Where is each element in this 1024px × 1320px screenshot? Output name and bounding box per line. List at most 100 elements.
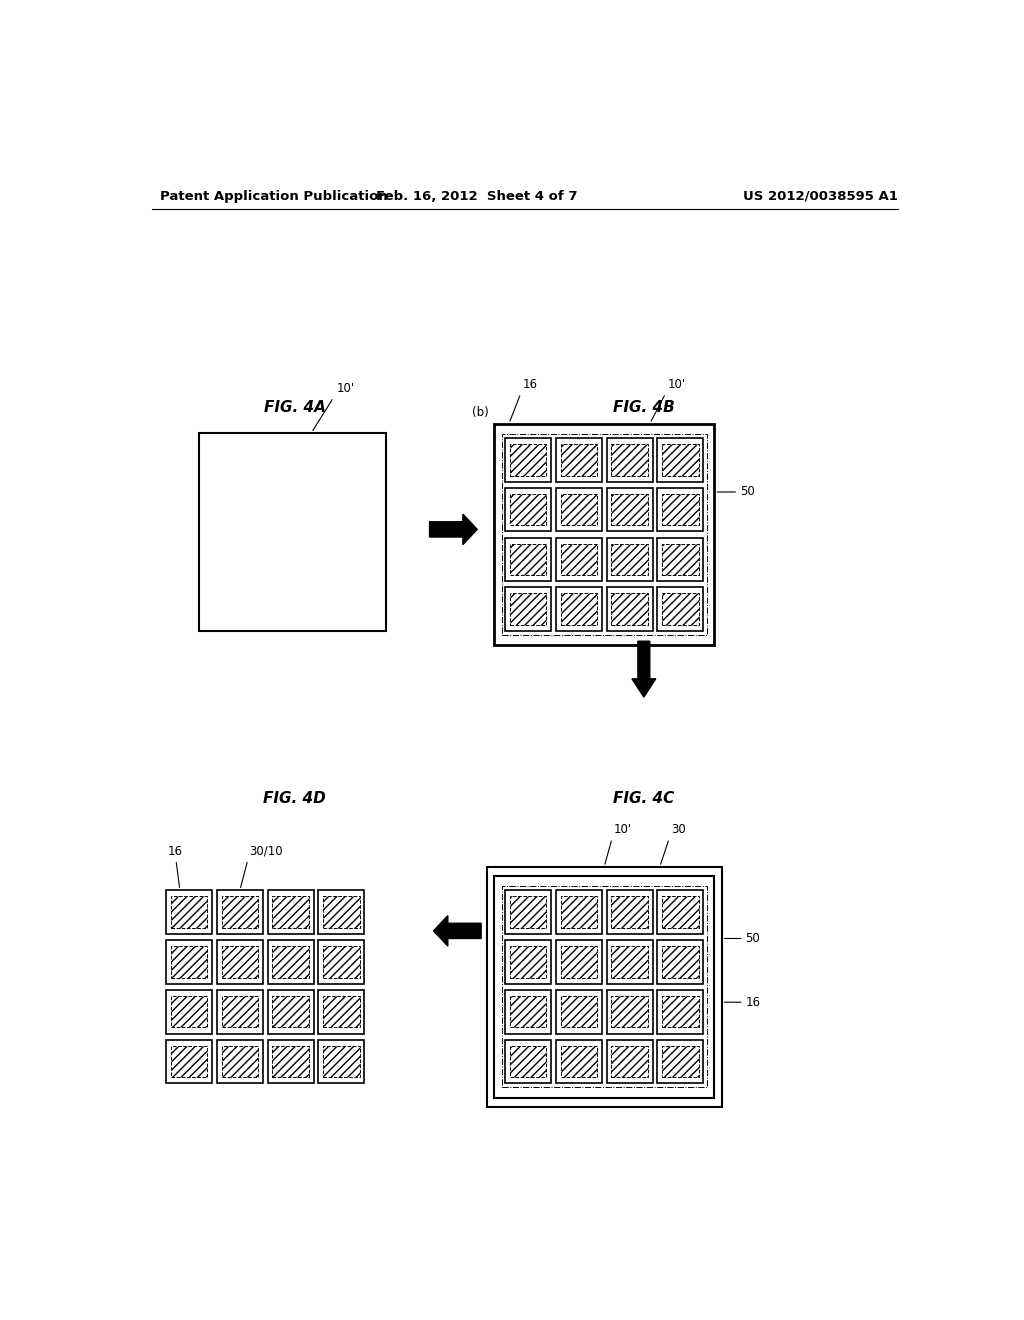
Bar [611, 896, 648, 928]
Bar [318, 940, 365, 983]
Bar [510, 946, 546, 978]
Bar [221, 1045, 258, 1077]
FancyArrow shape [433, 916, 481, 946]
Bar [657, 438, 703, 482]
Text: Patent Application Publication: Patent Application Publication [160, 190, 387, 202]
Bar [267, 990, 313, 1034]
Bar [663, 544, 698, 576]
Bar [556, 537, 602, 581]
Bar [657, 990, 703, 1034]
Bar [657, 487, 703, 532]
Bar [657, 1040, 703, 1084]
Bar [318, 890, 365, 935]
Bar [560, 444, 597, 475]
Bar [556, 587, 602, 631]
Bar [560, 1045, 597, 1077]
Text: (b): (b) [472, 405, 488, 418]
Text: Feb. 16, 2012  Sheet 4 of 7: Feb. 16, 2012 Sheet 4 of 7 [377, 190, 578, 202]
Bar [505, 890, 551, 935]
Text: 16: 16 [745, 995, 761, 1008]
Bar [611, 995, 648, 1027]
Bar [267, 1040, 313, 1084]
Bar [166, 1040, 212, 1084]
Bar [505, 990, 551, 1034]
Bar [560, 544, 597, 576]
Bar [510, 1045, 546, 1077]
Bar [502, 434, 707, 635]
Bar [663, 494, 698, 525]
Bar [324, 1045, 359, 1077]
Bar [166, 890, 212, 935]
Bar [505, 940, 551, 983]
Bar [200, 433, 386, 631]
Bar [663, 896, 698, 928]
Bar [324, 946, 359, 978]
Bar [606, 990, 652, 1034]
Bar [606, 487, 652, 532]
Bar [606, 890, 652, 935]
Bar [318, 990, 365, 1034]
Text: FIG. 4B: FIG. 4B [613, 400, 675, 414]
Text: FIG. 4D: FIG. 4D [263, 791, 326, 807]
Bar [272, 896, 309, 928]
Bar [560, 995, 597, 1027]
Bar [486, 867, 722, 1106]
Bar [663, 995, 698, 1027]
FancyArrow shape [430, 515, 477, 545]
Text: 10': 10' [668, 378, 685, 391]
Bar [217, 940, 263, 983]
Bar [606, 537, 652, 581]
Bar [611, 594, 648, 624]
Bar [494, 876, 715, 1097]
Bar [657, 890, 703, 935]
Bar [505, 537, 551, 581]
Bar [505, 487, 551, 532]
Bar [663, 946, 698, 978]
Bar [560, 946, 597, 978]
Text: 30: 30 [671, 824, 686, 837]
FancyArrow shape [632, 642, 655, 697]
Bar [510, 896, 546, 928]
Text: 50: 50 [740, 486, 755, 499]
Bar [217, 890, 263, 935]
Text: FIG. 4C: FIG. 4C [613, 791, 675, 807]
Bar [166, 990, 212, 1034]
Bar [606, 940, 652, 983]
Text: 16: 16 [168, 845, 182, 858]
Bar [611, 494, 648, 525]
Bar [272, 1045, 309, 1077]
Bar [657, 587, 703, 631]
Bar [560, 896, 597, 928]
Bar [505, 587, 551, 631]
Bar [556, 487, 602, 532]
Text: FIG. 4A: FIG. 4A [264, 400, 326, 414]
Bar [221, 896, 258, 928]
Text: 50: 50 [745, 932, 760, 945]
Bar [611, 946, 648, 978]
Bar [510, 995, 546, 1027]
Bar [166, 940, 212, 983]
Bar [510, 444, 546, 475]
Bar [556, 990, 602, 1034]
Bar [171, 946, 207, 978]
Bar [606, 1040, 652, 1084]
Bar [267, 940, 313, 983]
Text: US 2012/0038595 A1: US 2012/0038595 A1 [743, 190, 898, 202]
Bar [505, 1040, 551, 1084]
Bar [324, 995, 359, 1027]
Bar [556, 1040, 602, 1084]
Bar [560, 594, 597, 624]
Text: 30/10: 30/10 [250, 845, 283, 858]
Bar [663, 594, 698, 624]
Bar [510, 494, 546, 525]
Bar [217, 990, 263, 1034]
Bar [606, 587, 652, 631]
Bar [267, 890, 313, 935]
Bar [324, 896, 359, 928]
Bar [657, 537, 703, 581]
Bar [171, 995, 207, 1027]
Text: 10': 10' [337, 383, 355, 395]
Bar [556, 438, 602, 482]
Bar [505, 438, 551, 482]
Bar [171, 1045, 207, 1077]
